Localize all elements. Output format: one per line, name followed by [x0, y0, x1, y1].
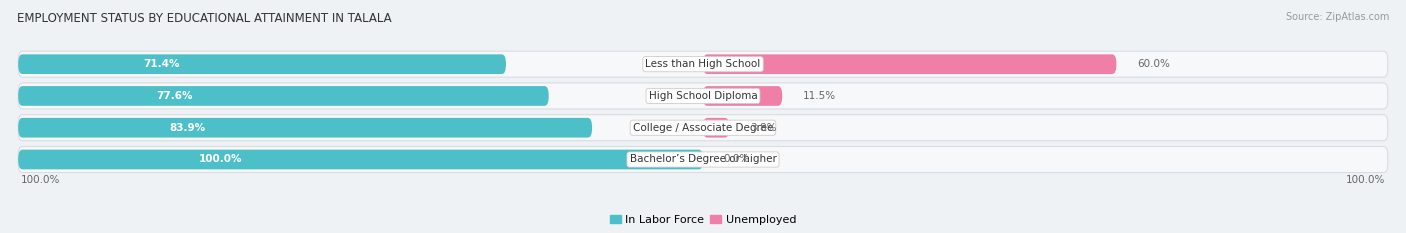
- FancyBboxPatch shape: [18, 83, 1388, 109]
- Text: College / Associate Degree: College / Associate Degree: [633, 123, 773, 133]
- Text: 77.6%: 77.6%: [156, 91, 193, 101]
- FancyBboxPatch shape: [18, 147, 1388, 172]
- Text: 83.9%: 83.9%: [169, 123, 205, 133]
- Text: 60.0%: 60.0%: [1137, 59, 1170, 69]
- Text: 11.5%: 11.5%: [803, 91, 837, 101]
- FancyBboxPatch shape: [18, 51, 1388, 77]
- Text: Less than High School: Less than High School: [645, 59, 761, 69]
- FancyBboxPatch shape: [18, 118, 592, 137]
- Text: 100.0%: 100.0%: [1346, 175, 1385, 185]
- Text: 100.0%: 100.0%: [200, 154, 242, 164]
- Text: 71.4%: 71.4%: [143, 59, 180, 69]
- FancyBboxPatch shape: [18, 115, 1388, 141]
- Text: Bachelor’s Degree or higher: Bachelor’s Degree or higher: [630, 154, 776, 164]
- Text: EMPLOYMENT STATUS BY EDUCATIONAL ATTAINMENT IN TALALA: EMPLOYMENT STATUS BY EDUCATIONAL ATTAINM…: [17, 12, 391, 25]
- Legend: In Labor Force, Unemployed: In Labor Force, Unemployed: [606, 210, 800, 229]
- Text: 3.8%: 3.8%: [749, 123, 776, 133]
- Text: 0.0%: 0.0%: [724, 154, 749, 164]
- FancyBboxPatch shape: [18, 150, 703, 169]
- FancyBboxPatch shape: [18, 86, 548, 106]
- FancyBboxPatch shape: [703, 54, 1116, 74]
- Text: 100.0%: 100.0%: [21, 175, 60, 185]
- FancyBboxPatch shape: [703, 118, 730, 137]
- FancyBboxPatch shape: [703, 86, 782, 106]
- FancyBboxPatch shape: [18, 54, 506, 74]
- Text: Source: ZipAtlas.com: Source: ZipAtlas.com: [1285, 12, 1389, 22]
- Text: High School Diploma: High School Diploma: [648, 91, 758, 101]
